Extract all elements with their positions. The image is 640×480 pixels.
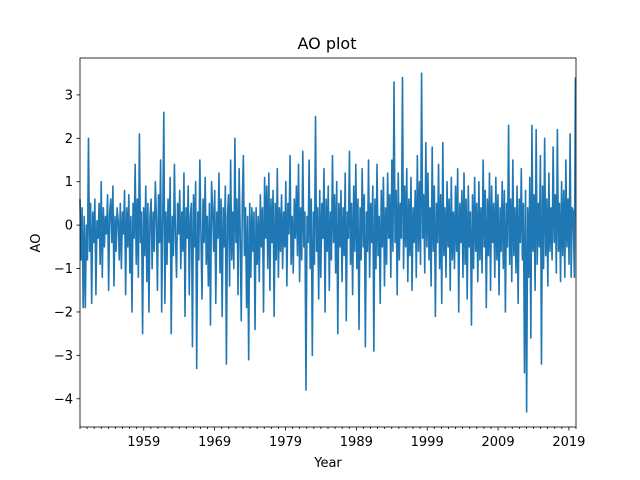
x-tick-label: 1989: [340, 435, 373, 450]
x-tick-label: 1979: [269, 435, 302, 450]
y-axis: −4 −3 −2 −1 0 1 2 3: [54, 88, 80, 407]
y-tick-label: 1: [65, 175, 73, 190]
y-tick-label: −2: [54, 305, 73, 320]
x-tick-label: 2019: [552, 435, 585, 450]
x-tick-label: 1969: [198, 435, 231, 450]
x-axis: 1959 1969 1979 1989 1999 2009 2019: [79, 427, 585, 450]
x-tick-label: 1959: [127, 435, 160, 450]
ao-series-line: [79, 72, 577, 413]
x-tick-label: 2009: [482, 435, 515, 450]
y-tick-label: 2: [65, 132, 73, 147]
x-axis-title: Year: [313, 456, 342, 471]
y-tick-label: −1: [54, 262, 73, 277]
y-tick-label: 3: [65, 88, 73, 103]
y-tick-label: 0: [65, 219, 73, 234]
y-tick-label: −3: [54, 349, 73, 364]
chart-title: AO plot: [297, 34, 356, 53]
y-tick-label: −4: [54, 392, 73, 407]
plot-area: [79, 72, 577, 413]
y-axis-title: AO: [29, 234, 44, 253]
x-tick-label: 1999: [411, 435, 444, 450]
